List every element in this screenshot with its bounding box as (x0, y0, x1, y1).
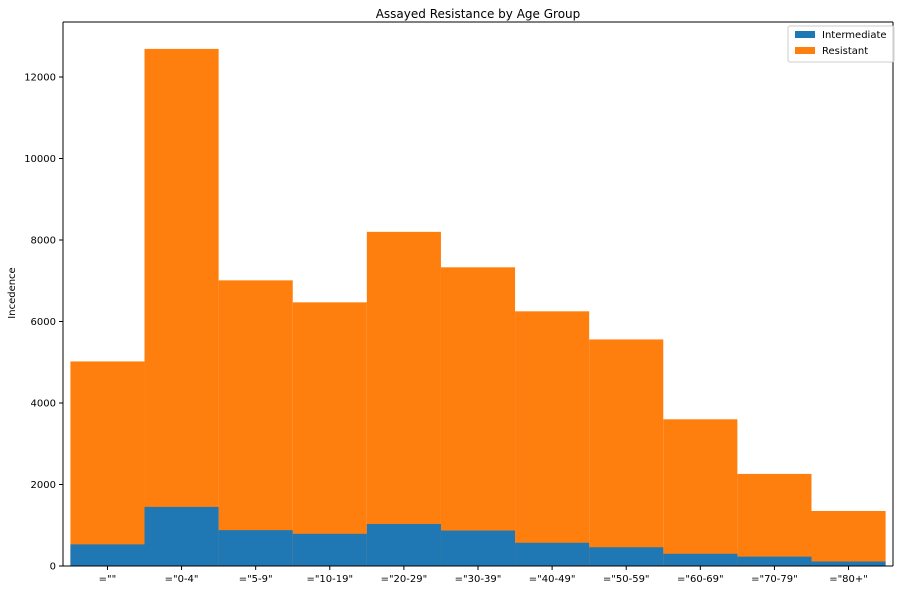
x-tick-label: ="60-69" (677, 574, 724, 585)
bar-intermediate-7 (589, 547, 664, 566)
bar-intermediate-2 (218, 530, 293, 566)
ticks-layer: 0 2000 4000 6000 8000 10000 12000 ="" ="0-4" ="5-… (24, 73, 868, 585)
bar-resistant-4 (366, 231, 441, 567)
y-tick-label: 8000 (31, 236, 56, 247)
legend-label-resistant: Resistant (822, 46, 868, 57)
bar-intermediate-3 (292, 533, 367, 566)
bar-intermediate-0 (70, 544, 145, 566)
x-tick-label: ="50-59" (603, 574, 650, 585)
bars-layer (70, 48, 886, 567)
y-axis-label: Incedence (7, 267, 18, 318)
legend: Intermediate Resistant (787, 25, 895, 63)
y-tick-label: 12000 (24, 73, 56, 84)
y-tick-label: 0 (50, 562, 56, 573)
bar-resistant-6 (515, 311, 590, 566)
bar-resistant-0 (70, 361, 145, 566)
y-tick-label: 6000 (31, 317, 56, 328)
axes-layer (62, 21, 894, 567)
bar-intermediate-8 (663, 553, 738, 566)
x-tick-label: ="20-29" (381, 574, 428, 585)
legend-swatch-intermediate (795, 31, 815, 38)
legend-label-intermediate: Intermediate (822, 30, 887, 41)
bar-intermediate-1 (144, 506, 219, 566)
chart-title: Assayed Resistance by Age Group (376, 7, 581, 21)
bar-resistant-9 (737, 473, 812, 566)
x-tick-label: ="5-9" (239, 574, 273, 585)
bar-intermediate-9 (737, 556, 812, 566)
x-tick-label: ="40-49" (529, 574, 576, 585)
bar-resistant-2 (218, 280, 293, 566)
x-tick-label: ="" (99, 574, 117, 585)
x-tick-label: ="10-19" (306, 574, 353, 585)
bar-intermediate-5 (440, 530, 516, 566)
y-tick-label: 10000 (24, 154, 56, 165)
legend-swatch-resistant (795, 47, 815, 54)
bar-resistant-3 (292, 302, 367, 566)
bar-resistant-5 (440, 267, 516, 566)
x-tick-label: ="80+" (829, 574, 868, 585)
bar-intermediate-4 (366, 524, 441, 566)
x-tick-label: ="70-79" (751, 574, 798, 585)
x-tick-label: ="30-39" (455, 574, 502, 585)
bar-resistant-10 (811, 510, 886, 566)
bar-resistant-8 (663, 419, 738, 566)
bar-resistant-1 (144, 48, 219, 566)
bar-intermediate-10 (811, 561, 886, 566)
y-tick-label: 2000 (31, 480, 56, 491)
y-tick-label: 4000 (31, 399, 56, 410)
bar-resistant-7 (589, 339, 664, 566)
bar-intermediate-6 (515, 542, 590, 566)
x-tick-label: ="0-4" (165, 574, 199, 585)
